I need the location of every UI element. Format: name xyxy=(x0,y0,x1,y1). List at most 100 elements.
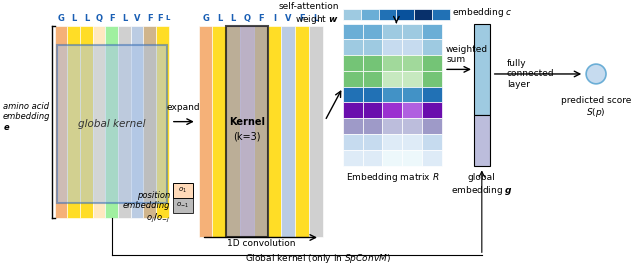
Bar xyxy=(403,118,422,134)
Text: L: L xyxy=(166,15,170,21)
Bar xyxy=(343,71,363,87)
Text: Embedding matrix $R$: Embedding matrix $R$ xyxy=(346,171,439,184)
Bar xyxy=(343,118,363,134)
Bar xyxy=(240,26,254,237)
Bar xyxy=(143,26,156,218)
Bar xyxy=(363,24,383,39)
Bar xyxy=(67,26,80,218)
Text: expand: expand xyxy=(167,103,200,112)
Text: fully
connected
layer: fully connected layer xyxy=(507,59,554,89)
Bar xyxy=(383,71,403,87)
Bar xyxy=(422,39,442,55)
Bar xyxy=(343,103,363,118)
Bar xyxy=(343,39,363,55)
Text: L: L xyxy=(71,14,76,23)
Bar xyxy=(56,45,167,203)
Bar xyxy=(403,71,422,87)
Bar xyxy=(173,183,193,198)
Bar xyxy=(106,26,118,218)
Text: Q: Q xyxy=(95,14,102,23)
Text: V: V xyxy=(134,14,140,23)
Bar xyxy=(422,87,442,103)
Bar xyxy=(474,24,490,115)
Bar xyxy=(363,87,383,103)
Bar xyxy=(363,150,383,166)
Bar xyxy=(198,26,212,237)
Bar xyxy=(343,9,360,20)
Bar xyxy=(396,9,414,20)
Bar xyxy=(422,71,442,87)
Text: $o_{-1}$: $o_{-1}$ xyxy=(176,201,189,210)
Bar xyxy=(295,26,309,237)
Text: position
embedding
$\boldsymbol{o_j/o_{-j}}$: position embedding $\boldsymbol{o_j/o_{-… xyxy=(122,191,170,225)
Bar xyxy=(383,103,403,118)
Bar xyxy=(363,55,383,71)
Bar xyxy=(173,198,193,213)
Bar xyxy=(212,26,227,237)
Text: 1D convolution: 1D convolution xyxy=(227,239,295,248)
Bar xyxy=(422,134,442,150)
Bar xyxy=(309,26,323,237)
Text: F: F xyxy=(147,14,153,23)
Bar xyxy=(268,26,282,237)
Bar xyxy=(414,9,432,20)
Bar xyxy=(363,134,383,150)
Text: G: G xyxy=(58,14,65,23)
Bar xyxy=(403,150,422,166)
Bar xyxy=(383,24,403,39)
Bar xyxy=(363,118,383,134)
Bar xyxy=(378,9,396,20)
Text: Q: Q xyxy=(243,14,250,23)
Bar xyxy=(363,71,383,87)
Bar xyxy=(363,103,383,118)
Text: self-attention
weight $\boldsymbol{w}$: self-attention weight $\boldsymbol{w}$ xyxy=(278,2,339,26)
Circle shape xyxy=(586,64,606,84)
Text: F: F xyxy=(109,14,115,23)
Text: global
embedding $\boldsymbol{g}$: global embedding $\boldsymbol{g}$ xyxy=(451,174,513,197)
Bar xyxy=(227,26,268,237)
Bar xyxy=(422,118,442,134)
Bar xyxy=(474,115,490,166)
Text: L: L xyxy=(314,14,319,23)
Bar xyxy=(383,134,403,150)
Bar xyxy=(156,26,169,218)
Text: V: V xyxy=(285,14,292,23)
Bar xyxy=(422,55,442,71)
Text: F: F xyxy=(300,14,305,23)
Bar xyxy=(403,55,422,71)
Text: L: L xyxy=(217,14,222,23)
Bar xyxy=(383,118,403,134)
Bar xyxy=(343,55,363,71)
Bar xyxy=(383,39,403,55)
Text: L: L xyxy=(84,14,89,23)
Text: G: G xyxy=(202,14,209,23)
Bar xyxy=(403,103,422,118)
Bar xyxy=(54,26,67,218)
Text: global kernel: global kernel xyxy=(78,119,145,129)
Bar xyxy=(343,150,363,166)
Text: $o_1$: $o_1$ xyxy=(179,186,188,195)
Bar xyxy=(422,24,442,39)
Bar xyxy=(403,24,422,39)
Text: amino acid
embedding
$\boldsymbol{e}$: amino acid embedding $\boldsymbol{e}$ xyxy=(3,102,51,132)
Text: (k=3): (k=3) xyxy=(233,131,260,141)
Bar xyxy=(432,9,450,20)
Text: predicted score
$S(p)$: predicted score $S(p)$ xyxy=(561,96,631,119)
Text: L: L xyxy=(122,14,127,23)
Bar xyxy=(131,26,143,218)
Text: L: L xyxy=(230,14,236,23)
Text: Global kernel (only in $\it{SpConvM}$): Global kernel (only in $\it{SpConvM}$) xyxy=(245,252,391,265)
Bar xyxy=(383,87,403,103)
Bar xyxy=(403,134,422,150)
Bar xyxy=(118,26,131,218)
Bar xyxy=(403,39,422,55)
Bar xyxy=(403,87,422,103)
Text: I: I xyxy=(273,14,276,23)
Bar xyxy=(254,26,268,237)
Bar xyxy=(227,26,240,237)
Bar xyxy=(282,26,295,237)
Bar xyxy=(422,150,442,166)
Text: Kernel: Kernel xyxy=(229,117,265,127)
Text: F: F xyxy=(157,14,163,23)
Text: F: F xyxy=(258,14,264,23)
